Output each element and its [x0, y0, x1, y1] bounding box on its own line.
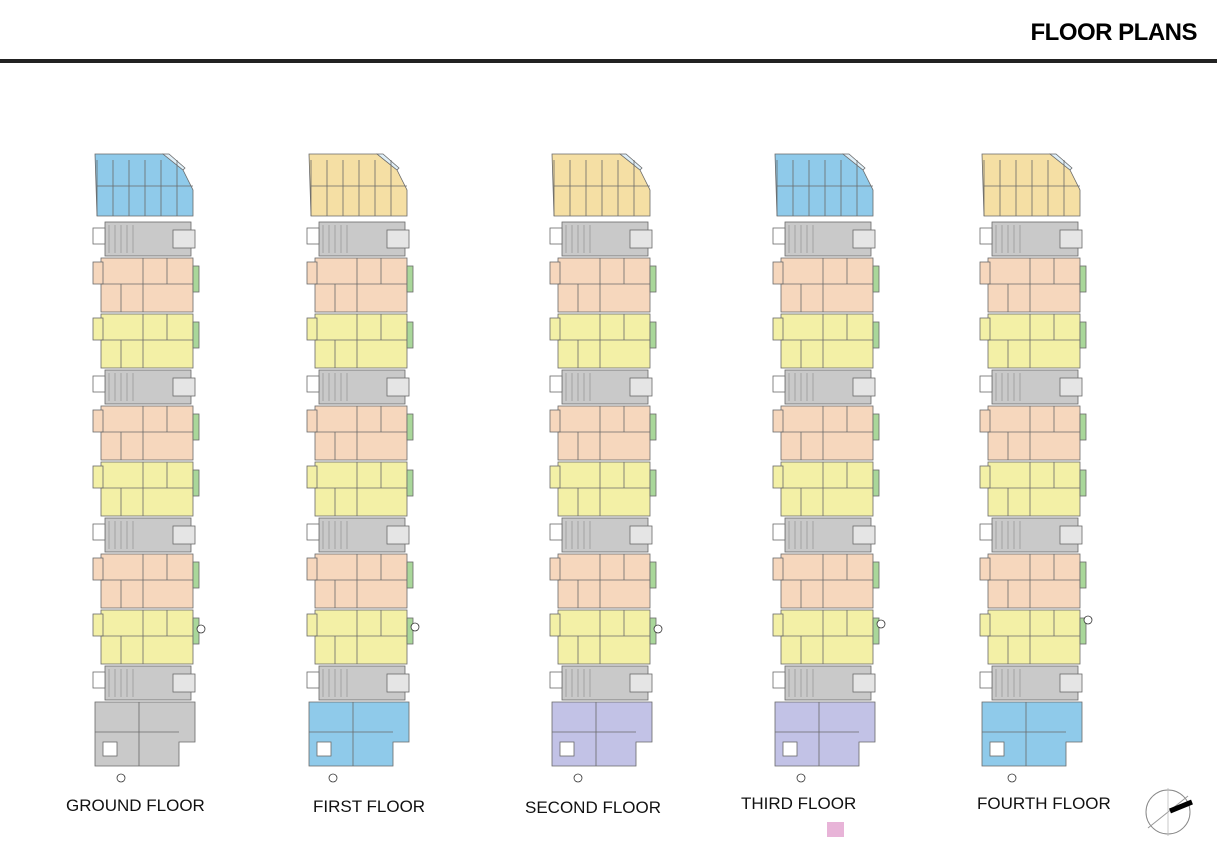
floor-plan-5: [970, 150, 1095, 790]
section-marker-icon: [876, 619, 886, 629]
section-marker-icon: [328, 773, 338, 783]
floor-label: FIRST FLOOR: [313, 797, 426, 816]
section-marker-icon: [1083, 615, 1093, 625]
legend-swatch: [827, 822, 844, 837]
section-marker-icon: [196, 624, 206, 634]
section-marker-icon: [573, 773, 583, 783]
section-marker-icon: [796, 773, 806, 783]
section-marker-icon: [1007, 773, 1017, 783]
section-marker-icon: [653, 624, 663, 634]
floor-label: FOURTH FLOOR: [977, 794, 1111, 813]
title-rule: [0, 59, 1217, 63]
page-title: FLOOR PLANS: [1030, 19, 1198, 46]
floor-plan-3: [540, 150, 665, 790]
north-arrow-icon: [1140, 784, 1196, 845]
section-marker-icon: [410, 622, 420, 632]
floor-label: GROUND FLOOR: [66, 796, 205, 815]
floor-plan-2: [297, 150, 422, 790]
floor-plan-1: [83, 150, 208, 790]
floor-plan-4: [763, 150, 888, 790]
floor-label: SECOND FLOOR: [525, 798, 662, 817]
floor-label: THIRD FLOOR: [741, 794, 857, 813]
section-marker-icon: [116, 773, 126, 783]
